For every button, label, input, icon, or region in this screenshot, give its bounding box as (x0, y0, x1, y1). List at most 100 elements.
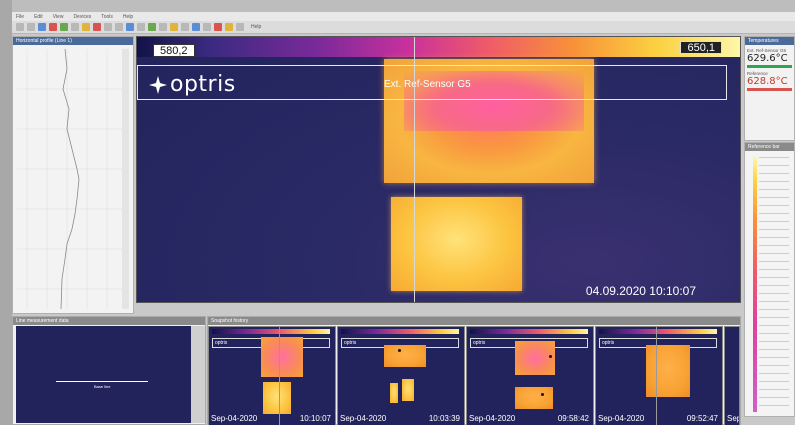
thumb-time: 10:10:07 (299, 414, 331, 423)
hotspot-icon[interactable] (148, 23, 156, 31)
thumb-time: 09:52:47 (686, 414, 718, 423)
menu-bar: File Edit View Devices Tools Help (12, 12, 795, 21)
temperatures-panel-title: Temperatures (745, 37, 794, 45)
temp-value: 628.8°C (747, 76, 788, 87)
new-icon[interactable] (16, 23, 24, 31)
thumb-time: 09:58:42 (557, 414, 589, 423)
thumb-palette (599, 329, 717, 334)
menu-view[interactable]: View (52, 13, 64, 20)
snapshot-thumb[interactable]: Sep (724, 326, 740, 425)
thumb-hot-object (646, 345, 690, 397)
grid-icon[interactable] (181, 23, 189, 31)
settings-icon[interactable] (203, 23, 211, 31)
menu-devices[interactable]: Devices (73, 13, 92, 20)
menu-tools[interactable]: Tools (101, 13, 113, 20)
snapshot-thumb[interactable]: optris Sep-04-2020 10:03:39 (337, 326, 465, 425)
line-measurement-panel: Line measurement data Base line (12, 316, 206, 425)
thumb-palette (470, 329, 588, 334)
scale-max-value[interactable]: 650,1 (680, 41, 722, 54)
temp-status-bar (747, 65, 792, 68)
thumb-marker (541, 393, 544, 396)
line-profile-icon[interactable] (137, 23, 145, 31)
line-measurement-scrollbar[interactable] (191, 326, 205, 423)
stop-icon[interactable] (71, 23, 79, 31)
zoom-out-icon[interactable] (115, 23, 123, 31)
reference-bar-title: Reference bar (745, 143, 794, 151)
base-line-marker[interactable] (56, 381, 148, 382)
scale-min-value[interactable]: 580,2 (153, 44, 195, 57)
temp-card-reference[interactable]: Reference 628.8°C (747, 71, 792, 91)
base-line-label: Base line (94, 384, 111, 389)
save-icon[interactable] (38, 23, 46, 31)
menu-edit[interactable]: Edit (34, 13, 43, 20)
thumb-date: Sep-04-2020 (598, 414, 645, 423)
hot-object-lower (391, 197, 522, 291)
thumb-palette (212, 329, 330, 334)
temperature-icon[interactable] (225, 23, 233, 31)
profile-graph (17, 49, 129, 309)
thumb-hot-object (261, 337, 303, 377)
sensor-label: Ext. Ref-Sensor G5 (384, 79, 471, 90)
chart-icon[interactable] (192, 23, 200, 31)
camera-icon[interactable] (236, 23, 244, 31)
thumb-palette (341, 329, 459, 334)
temp-card-ref-sensor[interactable]: Ext. Ref-Sensor G5 629.6°C (747, 48, 792, 68)
thermal-image-view[interactable]: 580,2 650,1 optris Ext. Ref-Sensor G5 04… (136, 36, 741, 303)
profile-panel-title: Horizontal profile (Line 1) (13, 37, 133, 45)
coldspot-icon[interactable] (159, 23, 167, 31)
thumb-hot-object (515, 387, 553, 409)
alarm-icon[interactable] (214, 23, 222, 31)
temperatures-panel: Temperatures Ext. Ref-Sensor G5 629.6°C … (744, 36, 795, 141)
open-icon[interactable] (27, 23, 35, 31)
thumb-marker (549, 355, 552, 358)
thumb-date: Sep-04-2020 (340, 414, 387, 423)
temp-value: 629.6°C (747, 53, 788, 64)
line-measurement-title: Line measurement data (13, 317, 205, 325)
zoom-in-icon[interactable] (104, 23, 112, 31)
profile-panel: Horizontal profile (Line 1) (12, 36, 134, 314)
thumb-cursor (656, 327, 657, 425)
snapshot-thumb[interactable]: optris Sep-04-2020 09:52:47 (595, 326, 723, 425)
play-icon[interactable] (60, 23, 68, 31)
image-timestamp: 04.09.2020 10:10:07 (585, 284, 696, 298)
reference-color-strip (753, 157, 757, 412)
overlay-header-box: optris Ext. Ref-Sensor G5 (137, 65, 727, 100)
optris-logo-icon (149, 75, 167, 94)
color-palette-bar (137, 37, 740, 57)
temp-label: Reference (747, 71, 768, 76)
toolbar-help-label[interactable]: Help (251, 24, 262, 30)
palette-icon[interactable] (93, 23, 101, 31)
layout-icon[interactable] (170, 23, 178, 31)
thumb-date: Sep (727, 414, 740, 423)
snapshot-history-panel: Snapshot history optris Sep-04-2020 10:1… (207, 316, 741, 425)
thumb-hot-object (515, 341, 555, 375)
menu-file[interactable]: File (16, 13, 25, 20)
toolbar: Help (12, 21, 795, 34)
measure-area-icon[interactable] (126, 23, 134, 31)
reference-scale-ticks (759, 157, 789, 412)
optris-logo-text: optris (170, 72, 236, 97)
thumb-hot-object (390, 383, 398, 403)
thumb-date: Sep-04-2020 (469, 414, 516, 423)
snapshot-thumb[interactable]: optris Sep-04-2020 10:10:07 (208, 326, 336, 425)
record-icon[interactable] (49, 23, 57, 31)
snapshot-icon[interactable] (82, 23, 90, 31)
screen-bezel-top (0, 0, 795, 12)
optris-logo: optris (148, 72, 236, 97)
line-measurement-image[interactable]: Base line (16, 326, 191, 423)
temp-label: Ext. Ref-Sensor G5 (747, 48, 787, 53)
thumb-marker (398, 349, 401, 352)
snapshot-thumbnails: optris Sep-04-2020 10:10:07 optris Sep-0… (208, 326, 742, 425)
thumb-hot-object (402, 379, 414, 401)
menu-help[interactable]: Help (122, 13, 134, 20)
thumb-date: Sep-04-2020 (211, 414, 258, 423)
thumb-hot-object (384, 345, 426, 367)
screen-bezel-left (0, 0, 12, 425)
snapshot-thumb[interactable]: optris Sep-04-2020 09:58:42 (466, 326, 594, 425)
thumb-hot-object (263, 382, 291, 414)
line-profile-cursor[interactable] (414, 37, 415, 302)
temp-status-bar (747, 88, 792, 91)
reference-bar-panel: Reference bar (744, 142, 795, 417)
thumb-cursor (279, 327, 280, 425)
hot-object-upper (384, 59, 594, 183)
